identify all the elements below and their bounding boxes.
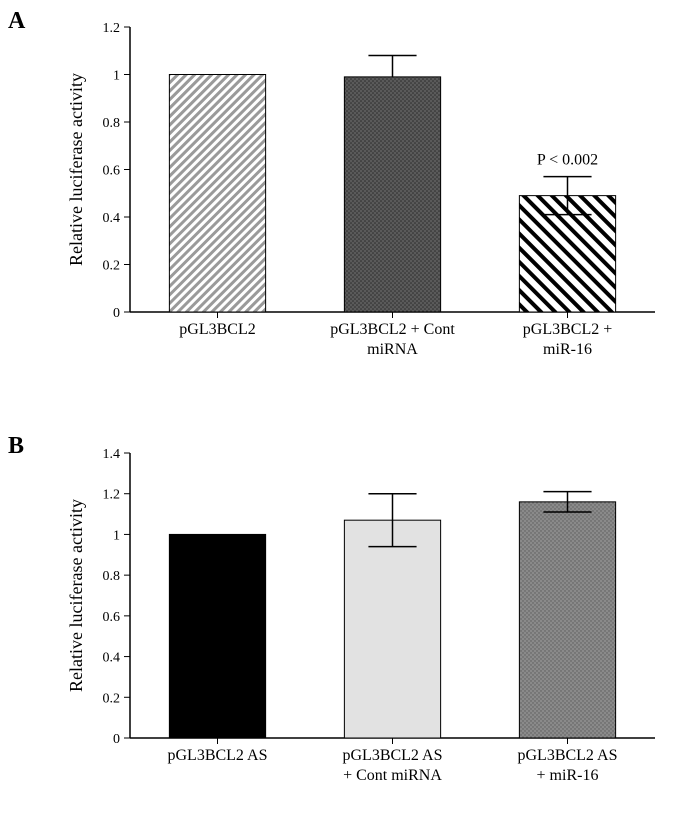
x-category-label: pGL3BCL2 + Cont (330, 321, 455, 338)
bar (519, 502, 615, 738)
x-category-label: + Cont miRNA (343, 767, 442, 784)
ytick-label: 0.6 (103, 164, 121, 179)
x-category-label: miR-16 (543, 341, 592, 358)
ytick-label: 0.2 (103, 691, 121, 706)
y-axis-label: Relative luciferase activity (66, 499, 86, 692)
pvalue-annotation: P < 0.002 (537, 152, 598, 169)
ytick-label: 0.4 (103, 211, 121, 226)
x-category-label: pGL3BCL2 + (523, 321, 612, 338)
ytick-label: 0.6 (103, 610, 121, 625)
y-axis-label: Relative luciferase activity (66, 73, 86, 266)
x-category-label: pGL3BCL2 AS (167, 747, 267, 764)
panel-a-label-text: A (8, 8, 25, 34)
ytick-label: 1 (113, 69, 120, 84)
panel-b-label: B (8, 433, 24, 460)
x-category-label: miRNA (367, 341, 418, 358)
chart-panel-b: 0 0.2 0.4 0.6 0.8 1 1.2 1.4 Relative luciferase … (60, 438, 670, 808)
bar (344, 77, 440, 312)
bar (169, 75, 265, 313)
panel-a-label: A (8, 8, 25, 35)
x-category-label: pGL3BCL2 AS (342, 747, 442, 764)
ytick-label: 0.2 (103, 259, 121, 274)
ytick-label: 0 (113, 306, 120, 321)
bar (169, 534, 265, 738)
bar (344, 520, 440, 738)
ytick-label: 1.2 (103, 21, 121, 36)
ytick-label: 0.4 (103, 651, 121, 666)
ytick-label: 1.4 (103, 447, 121, 462)
ytick-label: 1.2 (103, 488, 121, 503)
ytick-label: 0.8 (103, 569, 121, 584)
panel-b-label-text: B (8, 433, 24, 459)
ytick-label: 0.8 (103, 116, 121, 131)
x-category-label: + miR-16 (537, 767, 599, 784)
x-category-label: pGL3BCL2 AS (517, 747, 617, 764)
ytick-label: 0 (113, 732, 120, 747)
figure-container: { "panelA": { "label": "A", "type": "bar… (0, 0, 688, 828)
chart-panel-a: 0 0.2 0.4 0.6 0.8 1 1.2 Relative luciferase act… (60, 12, 670, 382)
x-category-label: pGL3BCL2 (179, 321, 255, 338)
ytick-label: 1 (113, 528, 120, 543)
